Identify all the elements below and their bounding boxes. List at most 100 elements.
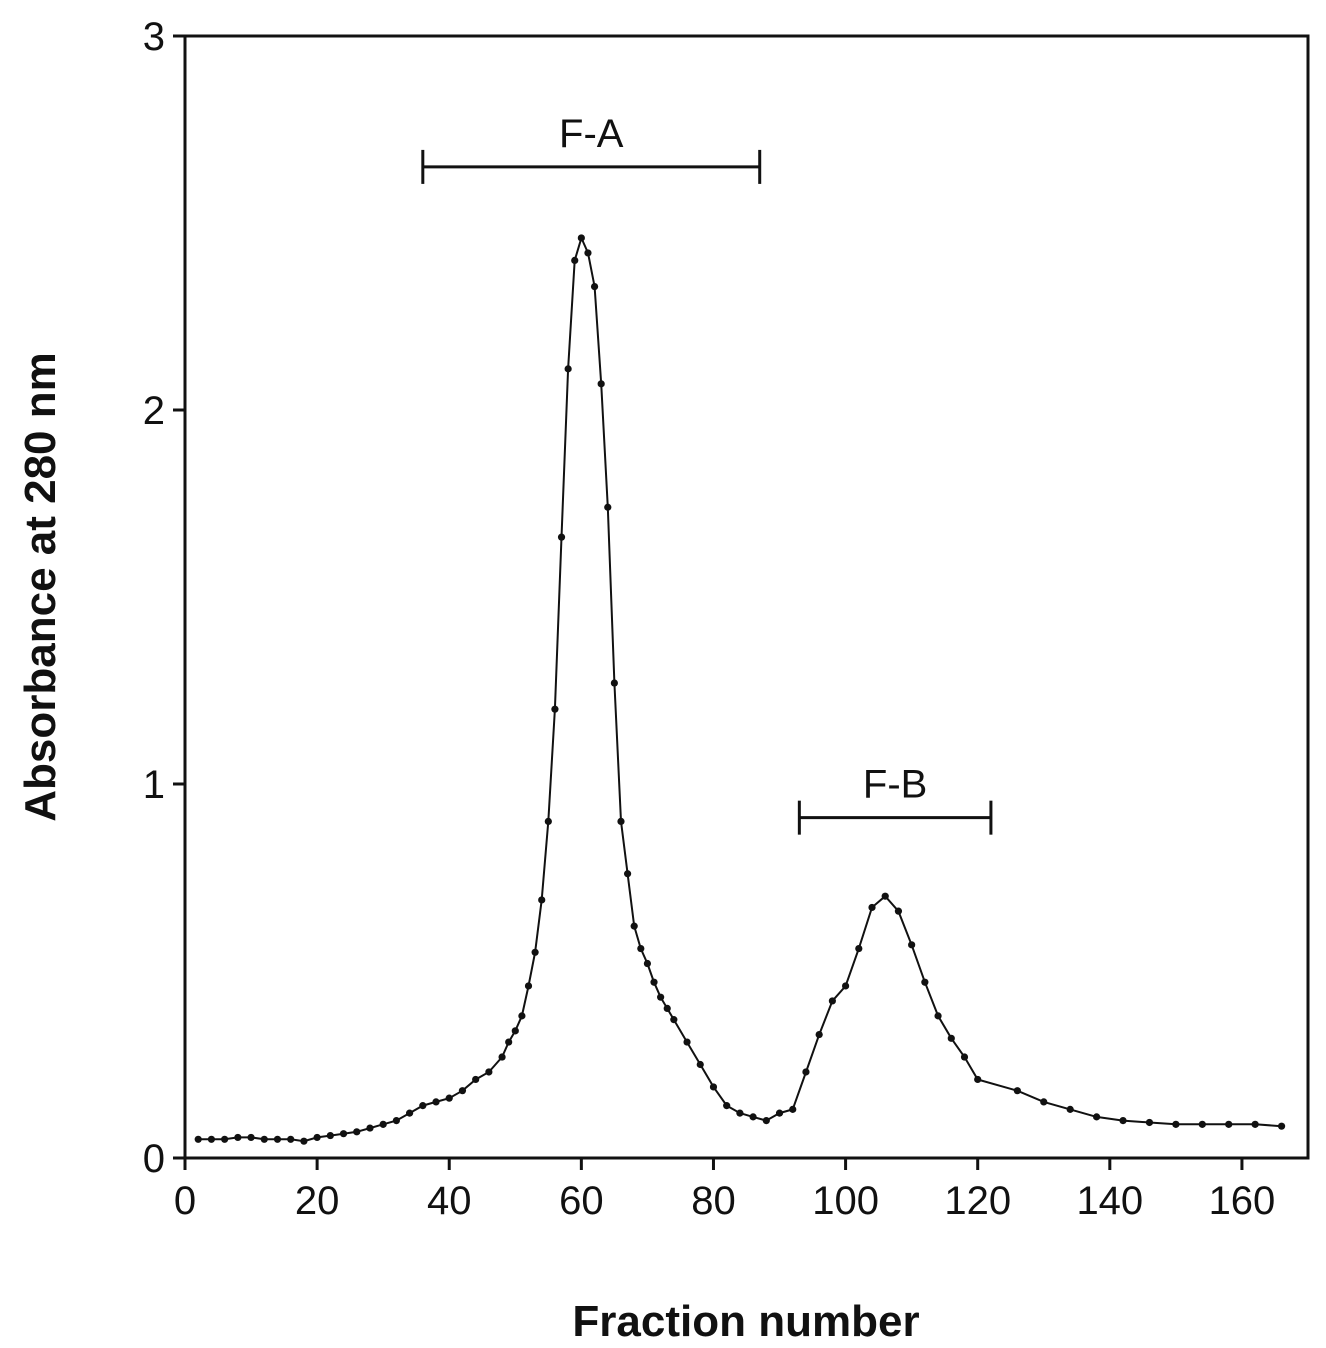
data-point bbox=[485, 1068, 493, 1076]
data-point bbox=[577, 234, 585, 242]
data-point bbox=[326, 1131, 334, 1140]
data-point bbox=[828, 997, 836, 1005]
data-point bbox=[564, 365, 572, 373]
data-point bbox=[1093, 1113, 1101, 1121]
y-axis-title: Absorbance at 280 nm bbox=[16, 352, 65, 822]
series-layer bbox=[194, 234, 1286, 1145]
data-point bbox=[597, 380, 605, 388]
data-point bbox=[630, 922, 638, 930]
data-point bbox=[432, 1098, 440, 1106]
data-point bbox=[855, 944, 863, 953]
data-point bbox=[524, 982, 533, 990]
data-point bbox=[518, 1012, 526, 1020]
data-point bbox=[617, 817, 625, 826]
x-tick-label: 20 bbox=[295, 1179, 340, 1223]
data-point bbox=[663, 1004, 671, 1013]
data-point bbox=[339, 1130, 348, 1138]
data-point bbox=[1119, 1117, 1127, 1125]
data-point bbox=[696, 1060, 704, 1069]
y-tick-label: 1 bbox=[143, 763, 165, 807]
data-point bbox=[736, 1109, 744, 1117]
y-axis-ticks: 0 1 2 3 bbox=[143, 15, 185, 1181]
data-point bbox=[604, 503, 612, 511]
data-point bbox=[194, 1135, 202, 1143]
data-point bbox=[637, 944, 645, 953]
x-tick-label: 160 bbox=[1209, 1179, 1276, 1223]
series-line bbox=[198, 235, 1282, 1143]
annotations: F-A F-B bbox=[421, 112, 993, 835]
data-point bbox=[531, 948, 539, 956]
data-point bbox=[300, 1137, 308, 1145]
data-point bbox=[723, 1102, 731, 1110]
data-point bbox=[571, 256, 579, 264]
x-tick-label: 120 bbox=[944, 1179, 1011, 1223]
data-point bbox=[234, 1133, 242, 1142]
data-point bbox=[498, 1053, 506, 1061]
x-axis-ticks: 0 20 40 60 80 100 120 140 160 bbox=[174, 1158, 1275, 1223]
data-point bbox=[623, 870, 632, 878]
data-point bbox=[207, 1135, 216, 1143]
data-point bbox=[749, 1113, 757, 1121]
data-point bbox=[789, 1105, 797, 1113]
data-point bbox=[1040, 1098, 1048, 1106]
x-tick-label: 40 bbox=[427, 1179, 472, 1223]
data-point bbox=[709, 1083, 718, 1091]
data-point bbox=[868, 903, 876, 912]
data-point bbox=[538, 896, 546, 904]
data-point bbox=[841, 982, 850, 990]
y-tick-label: 0 bbox=[143, 1137, 165, 1181]
data-point bbox=[505, 1038, 513, 1046]
data-point bbox=[287, 1135, 295, 1143]
data-point bbox=[934, 1012, 942, 1020]
data-point bbox=[643, 959, 652, 968]
data-point bbox=[762, 1117, 770, 1125]
data-point bbox=[445, 1094, 453, 1102]
data-point bbox=[247, 1133, 255, 1142]
data-point bbox=[584, 249, 592, 257]
data-point bbox=[894, 907, 903, 915]
data-point bbox=[947, 1034, 955, 1042]
data-point bbox=[551, 705, 559, 713]
data-point bbox=[1225, 1120, 1233, 1128]
data-point bbox=[221, 1135, 229, 1143]
annotation-label: F-A bbox=[559, 112, 624, 156]
data-point bbox=[670, 1016, 678, 1024]
data-point bbox=[273, 1135, 282, 1143]
data-point bbox=[379, 1120, 387, 1128]
data-point bbox=[406, 1109, 414, 1117]
plot-frame bbox=[183, 34, 1310, 1160]
data-point bbox=[458, 1087, 467, 1095]
data-point bbox=[313, 1133, 321, 1142]
x-tick-label: 100 bbox=[812, 1179, 879, 1223]
data-point bbox=[472, 1075, 480, 1084]
data-point bbox=[1013, 1087, 1021, 1095]
x-tick-label: 0 bbox=[174, 1179, 196, 1223]
data-point bbox=[1172, 1120, 1180, 1128]
data-point bbox=[683, 1038, 691, 1046]
data-point bbox=[366, 1124, 374, 1132]
data-point bbox=[419, 1102, 427, 1110]
data-point bbox=[260, 1135, 268, 1143]
data-point bbox=[921, 978, 929, 986]
x-tick-label: 140 bbox=[1076, 1179, 1143, 1223]
data-point bbox=[908, 941, 916, 949]
data-point bbox=[974, 1075, 982, 1084]
x-axis-title: Fraction number bbox=[572, 1297, 919, 1346]
data-point bbox=[590, 282, 599, 291]
data-point bbox=[511, 1027, 519, 1035]
y-tick-label: 3 bbox=[143, 15, 165, 59]
data-point bbox=[353, 1128, 361, 1136]
data-point bbox=[1251, 1120, 1259, 1128]
data-point bbox=[960, 1053, 969, 1061]
data-point bbox=[1066, 1105, 1074, 1113]
data-point bbox=[657, 993, 665, 1001]
data-point bbox=[881, 892, 889, 900]
data-point bbox=[1145, 1118, 1154, 1127]
data-point bbox=[544, 817, 552, 826]
x-tick-label: 80 bbox=[691, 1179, 736, 1223]
x-tick-label: 60 bbox=[559, 1179, 604, 1223]
data-point bbox=[1277, 1122, 1286, 1130]
data-point bbox=[610, 679, 618, 687]
data-point bbox=[815, 1030, 823, 1039]
